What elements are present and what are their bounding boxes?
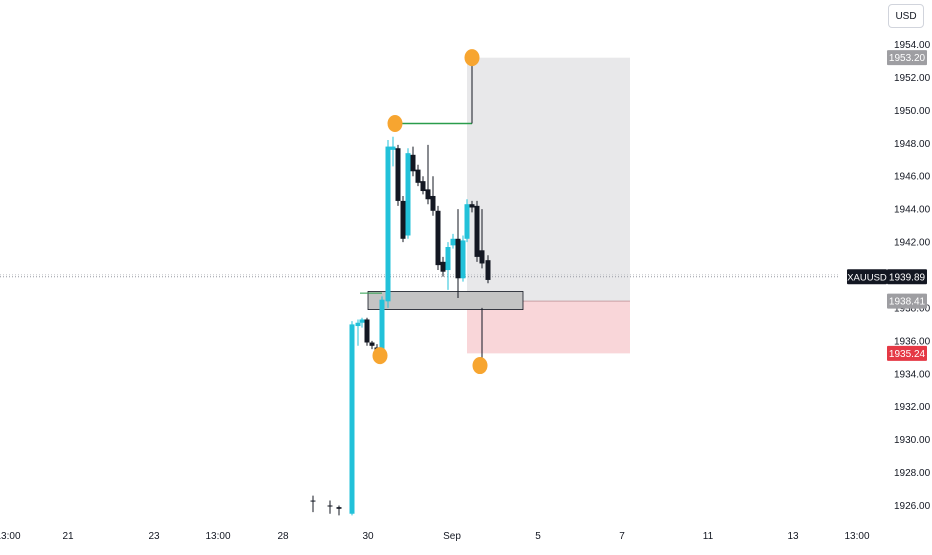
candle[interactable] — [450, 238, 456, 246]
candle[interactable] — [440, 261, 446, 272]
candle[interactable] — [435, 210, 441, 266]
x-tick-label: 13 — [787, 531, 799, 542]
candle[interactable] — [460, 240, 466, 279]
candle[interactable] — [445, 247, 451, 271]
price-tag-entry[interactable] — [887, 293, 927, 309]
candle[interactable] — [359, 319, 365, 323]
candle[interactable] — [425, 189, 431, 200]
candle[interactable] — [415, 169, 421, 183]
candle[interactable] — [455, 238, 461, 279]
current-price-tag-text: 1939.89 — [889, 272, 926, 283]
candle[interactable] — [474, 205, 480, 257]
x-tick-label: 23 — [148, 531, 160, 542]
y-tick-label: 1950.00 — [894, 106, 931, 117]
y-tick-label: 1926.00 — [894, 501, 931, 512]
x-tick-label: 30 — [362, 531, 374, 542]
swing-marker[interactable] — [472, 357, 488, 375]
price-tag-stop-text: 1935.24 — [889, 349, 926, 360]
price-tag-stop[interactable] — [887, 345, 927, 361]
x-tick-label: 13:00 — [844, 531, 869, 542]
candle[interactable] — [479, 250, 485, 264]
y-tick-label: 1952.00 — [894, 73, 931, 84]
zone-box[interactable] — [367, 291, 524, 310]
candle[interactable] — [469, 204, 475, 208]
candle[interactable] — [430, 195, 436, 211]
candle[interactable] — [379, 299, 385, 351]
y-tick-label: 1928.00 — [894, 468, 931, 479]
y-tick-label: 1934.00 — [894, 369, 931, 380]
candle[interactable] — [385, 146, 391, 302]
candle[interactable] — [410, 154, 416, 172]
swing-marker[interactable] — [387, 115, 403, 133]
price-tag-target[interactable] — [887, 50, 927, 66]
candle[interactable] — [485, 260, 491, 280]
price-tag-entry-text: 1938.41 — [889, 297, 926, 308]
y-tick-label: 1942.00 — [894, 238, 931, 249]
x-tick-label: 13:00 — [205, 531, 230, 542]
swing-marker[interactable] — [464, 49, 480, 67]
y-tick-label: 1930.00 — [894, 435, 931, 446]
candle[interactable] — [369, 342, 375, 346]
y-tick-label: 1946.00 — [894, 172, 931, 183]
x-tick-label: 7 — [619, 531, 625, 542]
y-tick-label: 1936.00 — [894, 336, 931, 347]
candle[interactable] — [355, 322, 361, 327]
y-tick-label: 1938.00 — [894, 303, 931, 314]
x-tick-label: 21 — [62, 531, 74, 542]
x-tick-label: 13:00 — [0, 531, 21, 542]
candle[interactable] — [464, 204, 470, 239]
candle[interactable] — [405, 153, 411, 236]
candle[interactable] — [395, 148, 401, 201]
candle[interactable] — [310, 500, 316, 502]
y-tick-label: 1954.00 — [894, 40, 931, 51]
symbol-tag-text: XAUUSD — [847, 272, 887, 283]
candle[interactable] — [336, 507, 342, 509]
candle[interactable] — [400, 200, 406, 239]
x-tick-label: 11 — [703, 531, 714, 542]
candle[interactable] — [349, 324, 355, 514]
candle[interactable] — [390, 146, 396, 150]
candle[interactable] — [420, 181, 426, 192]
symbol-tag[interactable] — [847, 269, 887, 285]
x-tick-label: 5 — [535, 531, 541, 542]
candle[interactable] — [327, 505, 333, 507]
candle[interactable] — [364, 319, 370, 343]
target-zone[interactable] — [467, 57, 630, 302]
y-tick-label: 1948.00 — [894, 139, 931, 150]
price-tag-target-text: 1953.20 — [889, 53, 926, 64]
y-tick-label: 1944.00 — [894, 205, 931, 216]
x-tick-label: 28 — [277, 531, 289, 542]
currency-button[interactable]: USD — [888, 4, 924, 28]
y-tick-label: 1932.00 — [894, 402, 931, 413]
x-tick-label: Sep — [443, 531, 461, 542]
current-price-tag[interactable] — [887, 269, 927, 285]
swing-marker[interactable] — [372, 347, 388, 365]
